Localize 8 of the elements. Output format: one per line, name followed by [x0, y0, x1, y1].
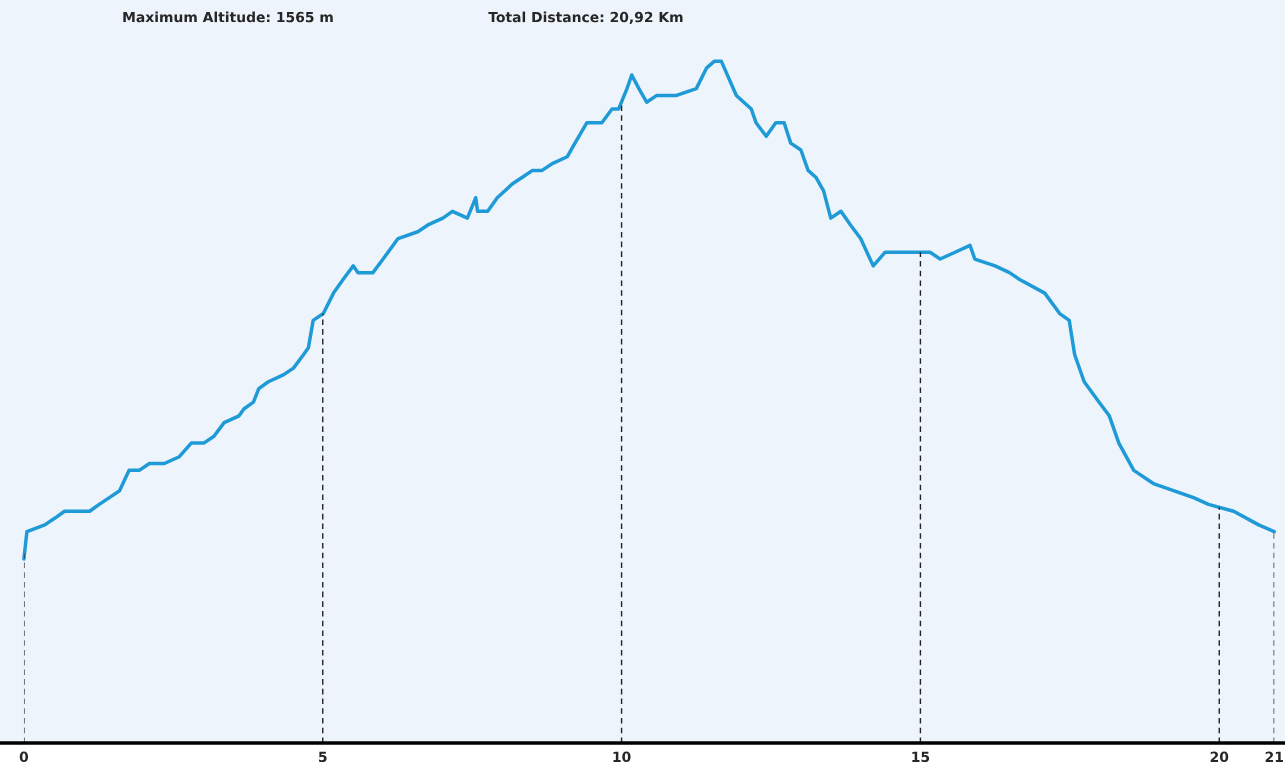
text: Total Distance: 20,92 Km	[488, 11, 683, 25]
text: Maximum Altitude: 1565 m	[123, 11, 333, 23]
x-tick-label: 15	[912, 751, 930, 763]
x-tick-label: 10	[613, 751, 631, 763]
x-tick-label: 21	[1265, 751, 1283, 762]
x-tick-label: 20	[1210, 751, 1229, 763]
x-tick-label: 5	[318, 751, 327, 763]
x-tick-label: 0	[19, 751, 29, 763]
